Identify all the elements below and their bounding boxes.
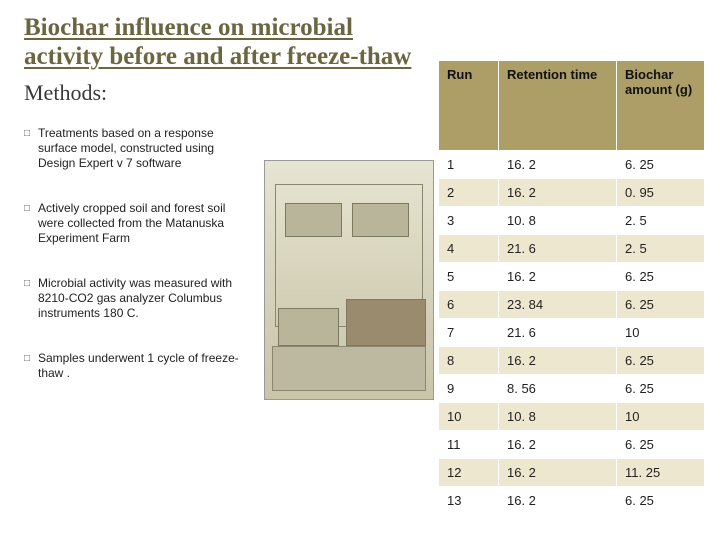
table-cell: 16. 2	[499, 487, 617, 515]
data-table-container: Run Retention time Biochar amount (g) 11…	[438, 60, 704, 530]
table-cell: 11	[439, 431, 499, 459]
table-row: 516. 26. 25	[439, 263, 705, 291]
bullet-text: Samples underwent 1 cycle of freeze-thaw…	[38, 351, 254, 381]
col-header-biochar: Biochar amount (g)	[617, 61, 705, 151]
table-cell: 16. 2	[499, 431, 617, 459]
table-row: 721. 610	[439, 319, 705, 347]
table-cell: 2. 5	[617, 235, 705, 263]
table-row: 1116. 26. 25	[439, 431, 705, 459]
table-row: 1010. 810	[439, 403, 705, 431]
table-row: 216. 20. 95	[439, 179, 705, 207]
bullet-icon: □	[24, 277, 38, 291]
table-cell: 16. 2	[499, 459, 617, 487]
table-cell: 1	[439, 151, 499, 179]
bullet-text: Treatments based on a response surface m…	[38, 126, 254, 171]
table-cell: 2	[439, 179, 499, 207]
table-cell: 6. 25	[617, 151, 705, 179]
equipment-photo	[264, 160, 434, 400]
table-cell: 13	[439, 487, 499, 515]
col-header-retention: Retention time	[499, 61, 617, 151]
table-cell: 10	[617, 403, 705, 431]
table-cell: 16. 2	[499, 347, 617, 375]
table-cell: 7	[439, 319, 499, 347]
list-item: □ Microbial activity was measured with 8…	[24, 276, 254, 321]
table-cell: 8. 56	[499, 375, 617, 403]
slide-title: Biochar influence on microbial activity …	[24, 14, 414, 72]
table-cell: 0. 95	[617, 179, 705, 207]
bullet-text: Microbial activity was measured with 821…	[38, 276, 254, 321]
table-cell: 16. 2	[499, 263, 617, 291]
table-cell: 23. 84	[499, 291, 617, 319]
table-header-row: Run Retention time Biochar amount (g)	[439, 61, 705, 151]
table-row: 1216. 211. 25	[439, 459, 705, 487]
table-cell: 5	[439, 263, 499, 291]
table-cell: 6. 25	[617, 375, 705, 403]
table-cell: 6. 25	[617, 347, 705, 375]
table-cell: 6. 25	[617, 291, 705, 319]
table-row: 1316. 26. 25	[439, 487, 705, 515]
bullet-icon: □	[24, 352, 38, 366]
table-cell: 6. 25	[617, 487, 705, 515]
table-cell: 21. 6	[499, 235, 617, 263]
table-cell: 3	[439, 207, 499, 235]
table-cell: 4	[439, 235, 499, 263]
list-item: □ Treatments based on a response surface…	[24, 126, 254, 171]
table-cell: 10	[617, 319, 705, 347]
bullet-list: □ Treatments based on a response surface…	[24, 120, 254, 411]
col-header-run: Run	[439, 61, 499, 151]
table-cell: 6. 25	[617, 431, 705, 459]
table-cell: 16. 2	[499, 179, 617, 207]
table-cell: 11. 25	[617, 459, 705, 487]
table-row: 421. 62. 5	[439, 235, 705, 263]
table-cell: 10	[439, 403, 499, 431]
table-cell: 21. 6	[499, 319, 617, 347]
table-body: 116. 26. 25216. 20. 95310. 82. 5421. 62.…	[439, 151, 705, 515]
data-table: Run Retention time Biochar amount (g) 11…	[438, 60, 704, 515]
list-item: □ Actively cropped soil and forest soil …	[24, 201, 254, 246]
table-row: 623. 846. 25	[439, 291, 705, 319]
slide: Biochar influence on microbial activity …	[0, 0, 720, 540]
table-cell: 16. 2	[499, 151, 617, 179]
table-cell: 2. 5	[617, 207, 705, 235]
table-row: 98. 566. 25	[439, 375, 705, 403]
table-cell: 10. 8	[499, 403, 617, 431]
bullet-icon: □	[24, 202, 38, 216]
bullet-icon: □	[24, 127, 38, 141]
table-row: 310. 82. 5	[439, 207, 705, 235]
table-cell: 8	[439, 347, 499, 375]
table-row: 816. 26. 25	[439, 347, 705, 375]
list-item: □ Samples underwent 1 cycle of freeze-th…	[24, 351, 254, 381]
bullet-text: Actively cropped soil and forest soil we…	[38, 201, 254, 246]
table-row: 116. 26. 25	[439, 151, 705, 179]
table-cell: 12	[439, 459, 499, 487]
table-cell: 6. 25	[617, 263, 705, 291]
table-cell: 6	[439, 291, 499, 319]
table-cell: 10. 8	[499, 207, 617, 235]
table-cell: 9	[439, 375, 499, 403]
